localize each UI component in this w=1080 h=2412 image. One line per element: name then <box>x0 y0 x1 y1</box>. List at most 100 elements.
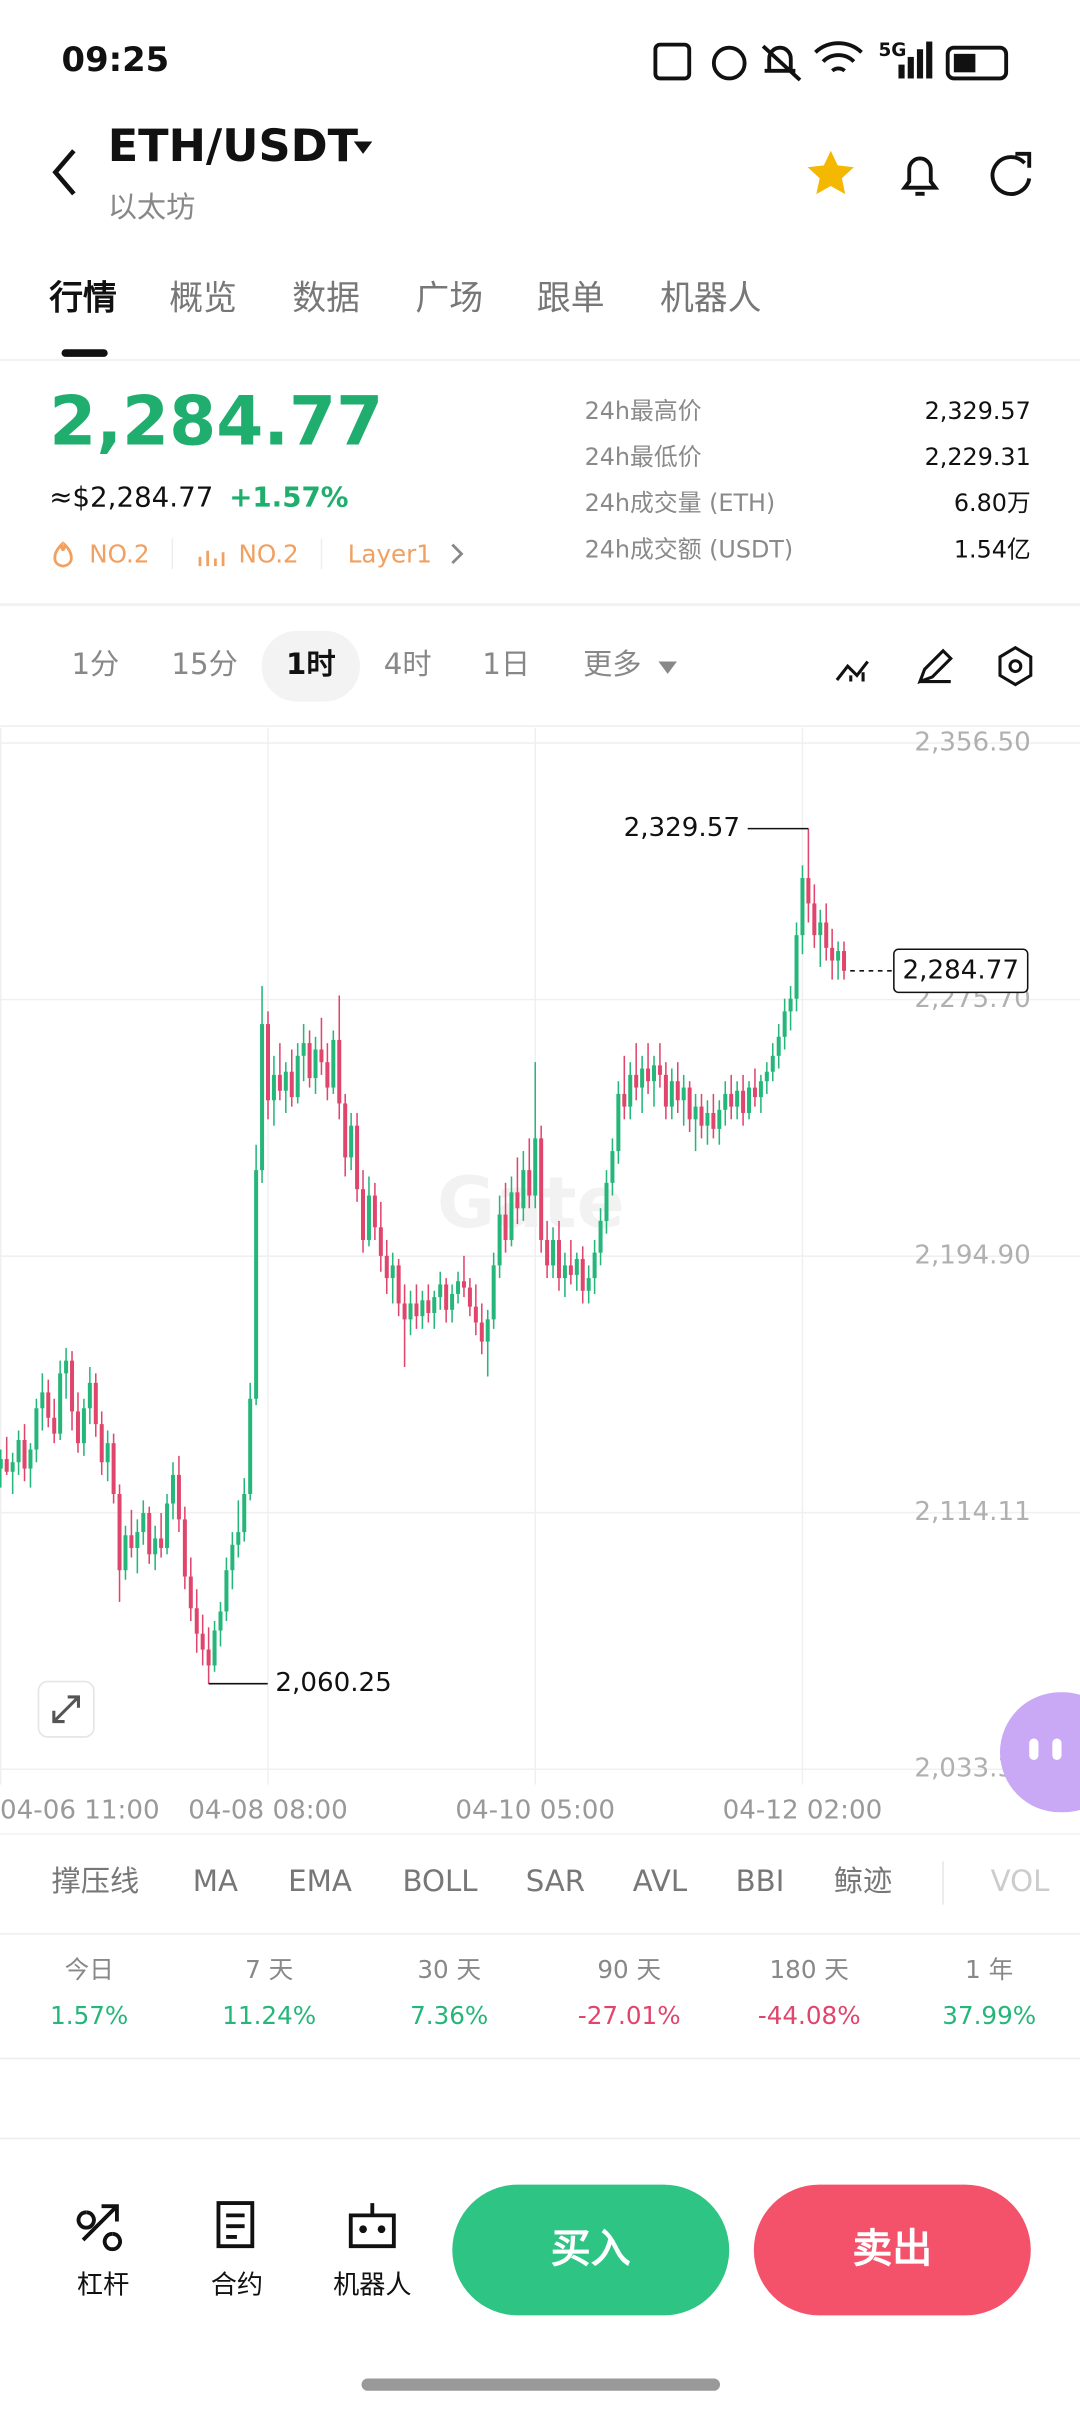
rank-tag[interactable]: Layer1 <box>348 539 432 568</box>
leverage-icon[interactable] <box>76 2204 122 2252</box>
expand-icon <box>52 1695 81 1724</box>
indicator[interactable]: VOL <box>991 1864 1050 1898</box>
candle-body <box>479 1322 484 1342</box>
candle-body <box>818 922 823 936</box>
candle-body <box>640 1068 645 1088</box>
candle-body <box>194 1608 199 1634</box>
candle-body <box>414 1303 419 1317</box>
candle-body <box>628 1074 633 1107</box>
tab[interactable]: 概览 <box>169 278 237 317</box>
stat-label: 24h最低价 <box>585 443 702 471</box>
draw-icon[interactable] <box>917 648 953 685</box>
candle-body <box>301 1043 306 1056</box>
back-button[interactable] <box>52 149 76 196</box>
more-dropdown[interactable] <box>658 661 677 674</box>
period-change: 11.24% <box>222 2001 316 2030</box>
candle-body <box>426 1300 431 1314</box>
indicator[interactable]: BOLL <box>402 1864 478 1898</box>
candle-body <box>22 1440 27 1469</box>
indicator-icon[interactable] <box>835 660 869 682</box>
alert-bell[interactable] <box>900 156 940 196</box>
indicator[interactable]: SAR <box>526 1864 585 1898</box>
buy-label[interactable]: 买入 <box>551 2226 631 2272</box>
candle-body <box>604 1182 609 1221</box>
candle-body <box>456 1281 461 1294</box>
candle-body <box>408 1303 413 1320</box>
interval[interactable]: 4时 <box>384 647 432 681</box>
candle-body <box>159 1538 164 1548</box>
rank-tag[interactable]: NO.2 <box>238 539 298 568</box>
assistant-bubble[interactable] <box>1000 1692 1080 1813</box>
interval[interactable]: 1时 <box>286 647 336 681</box>
nav-label[interactable]: 杠杆 <box>77 2271 129 2301</box>
indicator[interactable]: 鲸迹 <box>834 1864 892 1898</box>
candle-body <box>699 1106 704 1126</box>
settings-icon[interactable] <box>998 645 1033 687</box>
candle-body <box>527 1170 532 1196</box>
stat-label: 24h成交量 (ETH) <box>585 489 776 517</box>
indicator[interactable]: MA <box>193 1864 238 1898</box>
tab[interactable]: 数据 <box>292 278 360 317</box>
candle-body <box>485 1319 490 1342</box>
candle-body <box>4 1459 9 1472</box>
candle-body <box>794 935 799 999</box>
tab[interactable]: 广场 <box>415 278 483 317</box>
period-label: 1 年 <box>965 1955 1013 1984</box>
indicator[interactable]: BBI <box>736 1864 785 1898</box>
stat-value: 2,329.57 <box>925 397 1031 425</box>
nav-label[interactable]: 合约 <box>211 2271 263 2301</box>
rank-tag[interactable]: NO.2 <box>89 539 149 568</box>
tab[interactable]: 跟单 <box>537 278 605 317</box>
interval[interactable]: 15分 <box>171 647 237 681</box>
favorite-star[interactable] <box>807 150 854 195</box>
y-tick-label: 2,356.50 <box>914 728 1030 758</box>
candle-body <box>568 1265 573 1275</box>
candle-body <box>141 1513 146 1533</box>
candle-body <box>331 1039 336 1088</box>
candle-body <box>390 1265 395 1279</box>
candle-body <box>99 1424 104 1463</box>
candle-body <box>212 1630 217 1666</box>
pair-dropdown[interactable] <box>353 141 373 154</box>
tag-more[interactable] <box>451 543 464 565</box>
buy-button[interactable] <box>452 2184 730 2316</box>
candle-body <box>147 1513 152 1555</box>
candle-body <box>176 1474 181 1520</box>
sell-button[interactable] <box>753 2184 1031 2316</box>
candle-body <box>236 1532 241 1545</box>
rank-icon <box>198 550 225 567</box>
hot-icon <box>53 541 73 568</box>
candle-body <box>717 1109 722 1129</box>
candle-body <box>545 1239 550 1266</box>
y-tick-label: 2,194.90 <box>914 1241 1030 1271</box>
y-tick-label: 2,114.11 <box>914 1497 1030 1527</box>
indicator[interactable]: AVL <box>633 1864 688 1898</box>
indicator[interactable]: EMA <box>288 1864 352 1898</box>
candle-body <box>562 1265 567 1279</box>
pair-title[interactable]: ETH/USDT <box>108 120 359 172</box>
candle-body <box>646 1068 651 1082</box>
interval[interactable]: 1分 <box>71 647 119 681</box>
candle-body <box>295 1055 300 1098</box>
interval[interactable]: 更多 <box>583 647 641 681</box>
indicator[interactable]: 撑压线 <box>52 1864 140 1898</box>
candle-body <box>129 1535 134 1548</box>
contract-icon[interactable] <box>216 2201 255 2249</box>
interval[interactable]: 1日 <box>482 647 530 681</box>
candle-body <box>123 1535 128 1571</box>
candle-body <box>461 1281 466 1288</box>
share-button[interactable] <box>990 151 1032 196</box>
sell-label[interactable]: 卖出 <box>852 2226 932 2272</box>
nav-label[interactable]: 机器人 <box>333 2271 411 2301</box>
candle-body <box>824 922 829 948</box>
candle-body <box>248 1398 253 1494</box>
period-change: -44.08% <box>758 2001 861 2030</box>
candle-body <box>616 1093 621 1152</box>
candle-body <box>87 1382 92 1409</box>
tab[interactable]: 机器人 <box>660 278 761 317</box>
robot-icon[interactable] <box>348 2203 396 2249</box>
tab[interactable]: 行情 <box>49 278 117 317</box>
candle-body <box>681 1087 686 1101</box>
